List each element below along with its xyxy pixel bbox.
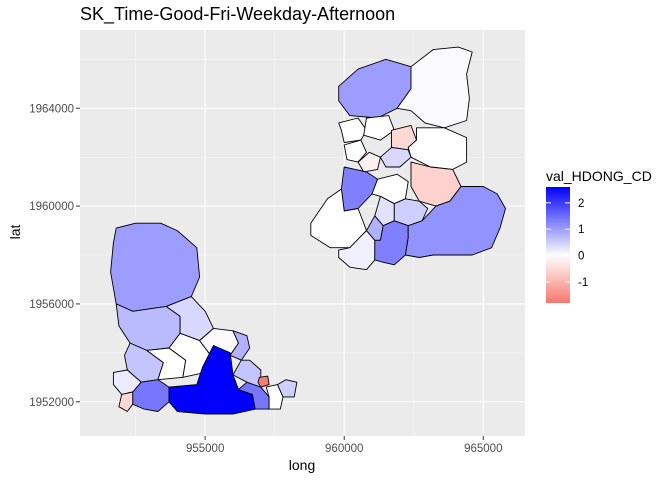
legend-label: 0	[578, 251, 584, 263]
region-w16	[277, 379, 298, 398]
y-tick-label: 1960000	[29, 201, 74, 213]
legend-colorbar	[546, 187, 570, 303]
y-axis: 1952000 1956000 1960000 1964000	[29, 103, 80, 409]
legend-label: 1	[578, 224, 584, 236]
y-axis-title: lat	[7, 225, 23, 240]
region-e9	[379, 146, 412, 168]
map-regions	[110, 46, 506, 415]
region-e19	[404, 186, 506, 258]
plot-title: SK_Time-Good-Fri-Weekday-Afternoon	[80, 4, 396, 24]
legend-label: -1	[578, 277, 588, 289]
region-e2	[396, 46, 473, 129]
y-tick-label: 1964000	[29, 103, 74, 115]
region-e8	[357, 151, 381, 173]
y-tick-label: 1952000	[29, 397, 74, 409]
region-w14	[232, 359, 262, 388]
x-tick-label: 960000	[325, 443, 363, 455]
region-w17	[257, 375, 270, 388]
x-tick-label: 955000	[186, 443, 224, 455]
legend: val_HDONG_CD 2 1 0 -1	[546, 168, 652, 303]
region-w10	[118, 391, 134, 412]
y-tick-label: 1956000	[29, 299, 74, 311]
x-axis-title: long	[289, 457, 315, 473]
x-tick-label: 965000	[464, 443, 502, 455]
legend-title: val_HDONG_CD	[546, 168, 652, 184]
region-e4	[363, 115, 395, 141]
region-e7	[343, 139, 367, 163]
x-axis: 955000 960000 965000	[186, 436, 502, 455]
legend-label: 2	[578, 198, 584, 210]
